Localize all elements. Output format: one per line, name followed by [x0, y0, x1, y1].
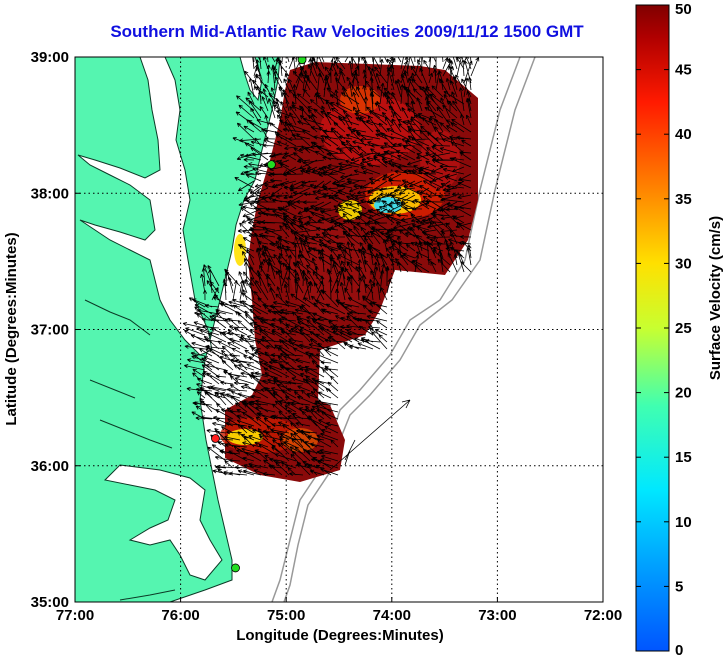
lon-tick-label: 74:00 — [373, 607, 411, 624]
latitude-ticks: 39:00 38:00 37:00 36:00 35:00 — [31, 49, 80, 611]
lat-tick-label: 37:00 — [31, 322, 69, 339]
station-marker — [211, 434, 220, 443]
lat-tick-label: 38:00 — [31, 185, 69, 202]
colorbar-tick-label: 0 — [675, 642, 683, 659]
lat-tick-label: 35:00 — [31, 594, 69, 611]
lon-tick-label: 75:00 — [267, 607, 305, 624]
lon-tick-label: 73:00 — [478, 607, 516, 624]
x-axis-label: Longitude (Degrees:Minutes) — [236, 627, 444, 644]
longitude-ticks: 77:00 76:00 75:00 74:00 73:00 72:00 — [56, 597, 622, 624]
long-arrow — [329, 399, 411, 471]
lat-tick-label: 39:00 — [31, 49, 69, 66]
chesapeake-bay — [77, 57, 213, 356]
colorbar-tick-label: 20 — [675, 385, 692, 402]
colorbar — [635, 4, 670, 652]
y-axis-label: Latitude (Degrees:Minutes) — [3, 232, 20, 425]
lon-tick-label: 77:00 — [56, 607, 94, 624]
radar-stations — [211, 57, 307, 573]
lon-tick-label: 76:00 — [161, 607, 199, 624]
colorbar-tick-label: 10 — [675, 514, 692, 531]
bathymetry-contours — [271, 57, 536, 602]
colorbar-ticks: 0 5 10 15 20 25 30 35 40 45 50 — [636, 1, 692, 659]
velocity-arrow-set — [182, 57, 480, 477]
colorbar-tick-label: 35 — [675, 191, 692, 208]
map-grid — [75, 57, 603, 602]
colorbar-tick-label: 30 — [675, 255, 692, 272]
colorbar-tick-label: 50 — [675, 1, 692, 18]
station-marker — [267, 160, 276, 170]
lon-tick-label: 72:00 — [584, 607, 622, 624]
colorbar-tick-label: 5 — [675, 578, 683, 595]
map-title: Southern Mid-Atlantic Raw Velocities 200… — [110, 22, 584, 41]
colorbar-tick-label: 15 — [675, 449, 692, 466]
pamlico-sound — [103, 464, 223, 581]
station-marker — [231, 563, 240, 573]
lat-tick-label: 36:00 — [31, 458, 69, 475]
station-marker — [297, 57, 307, 65]
colorbar-tick-label: 45 — [675, 62, 692, 79]
colorbar-tick-label: 40 — [675, 126, 692, 143]
river-lines — [84, 299, 176, 601]
colorbar-tick-label: 25 — [675, 320, 692, 337]
velocity-arrows — [182, 57, 480, 477]
colorbar-label: Surface Velocity (cm/s) — [707, 216, 724, 380]
